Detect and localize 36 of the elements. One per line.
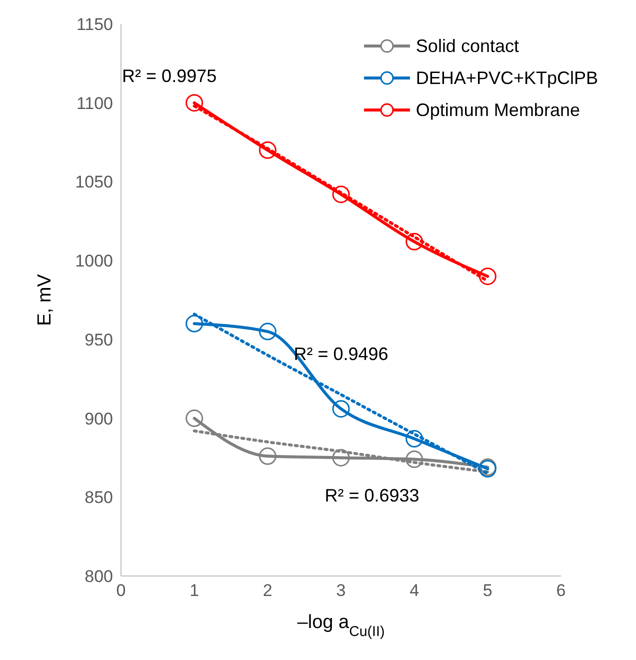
x-tick-label: 2 [262, 581, 272, 600]
point [332, 400, 350, 418]
y-tick-label: 900 [84, 409, 113, 428]
x-axis-title: –log a$_{Cu(II)}$ [297, 612, 385, 640]
point [186, 410, 204, 428]
point [478, 268, 496, 286]
y-tick-label: 800 [84, 567, 113, 586]
legend-label: Solid contact [416, 36, 519, 56]
annotation: R² = 0.9975 [122, 66, 217, 86]
y-tick-label: 1050 [75, 172, 113, 192]
x-tick-label: 0 [116, 581, 126, 600]
y-tick-label: 1100 [76, 94, 113, 113]
point [406, 232, 424, 250]
point [332, 448, 350, 466]
point [186, 314, 204, 332]
point [186, 94, 204, 112]
y-tick-label: 1150 [76, 15, 113, 34]
x-tick-label: 5 [482, 581, 492, 600]
x-tick-label: 1 [190, 581, 200, 600]
y-tick-label: 950 [84, 330, 113, 350]
y-tick-label: 1000 [75, 252, 113, 271]
annotation: R² = 0.9496 [294, 344, 388, 364]
point [258, 141, 276, 159]
x-tick-label: 3 [336, 581, 346, 600]
annotation: R² = 0.6933 [324, 485, 420, 506]
y-tick-label: 850 [84, 488, 113, 508]
legend-label: DEHA+PVC+KTpClPB [416, 68, 598, 88]
x-tick-label: 4 [410, 581, 420, 600]
legend-label: Optimum Membrane [416, 100, 580, 120]
point [258, 447, 276, 465]
point [406, 450, 424, 468]
point [258, 322, 276, 340]
point [332, 186, 350, 204]
point [406, 430, 424, 448]
x-tick-label: 6 [556, 581, 566, 600]
y-axis-title: E, mV [34, 274, 56, 326]
